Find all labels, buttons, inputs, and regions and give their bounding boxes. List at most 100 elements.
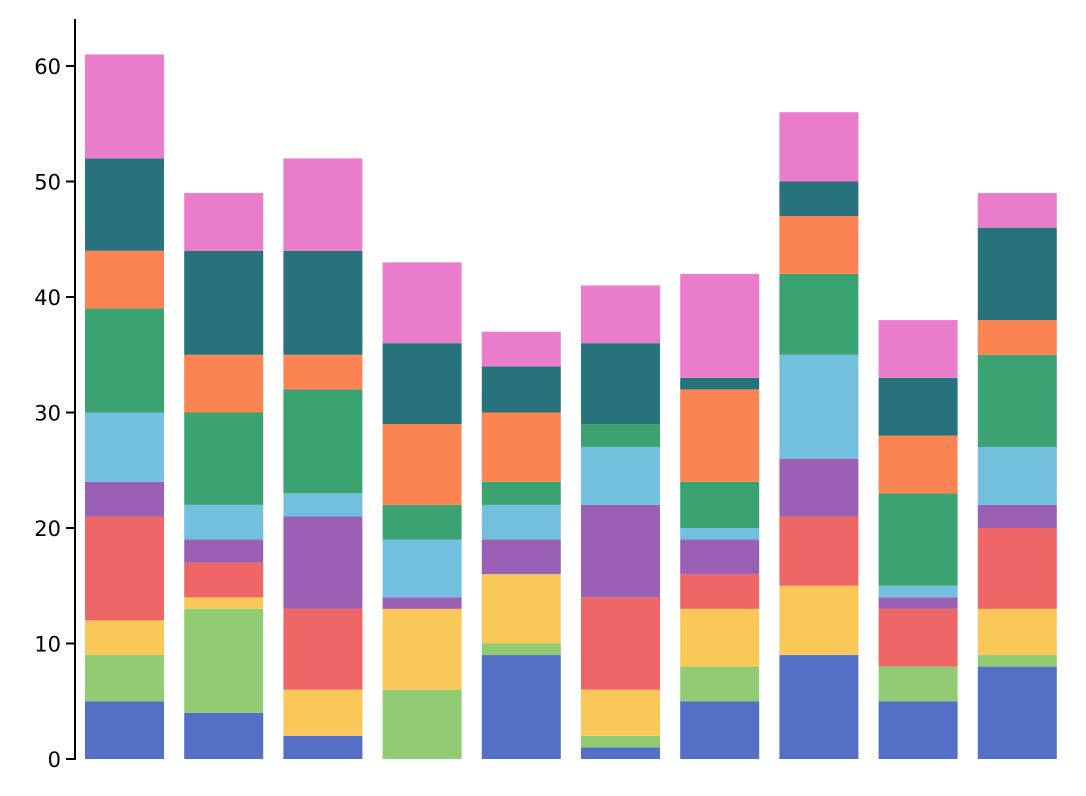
bar-segment-1-series-6 xyxy=(85,412,164,482)
bar-segment-1-series-4 xyxy=(85,516,164,621)
bar-segment-2-series-4 xyxy=(184,562,264,598)
y-tick-label: 50 xyxy=(34,171,61,195)
bar-segment-10-series-4 xyxy=(977,528,1057,609)
bar-segment-1-series-1 xyxy=(85,701,164,759)
bar-segment-4-series-10 xyxy=(382,262,462,344)
bar-segment-4-series-8 xyxy=(382,424,462,505)
bar-segment-7-series-6 xyxy=(680,528,760,540)
bar-segment-2-series-10 xyxy=(184,193,264,251)
bar-segment-10-series-8 xyxy=(977,320,1057,355)
bar-segment-7-series-8 xyxy=(680,389,760,482)
bar-segment-8-series-7 xyxy=(779,273,859,355)
bar-segment-3-series-9 xyxy=(283,250,363,355)
bar-segment-1-series-9 xyxy=(85,158,164,251)
bar-segment-9-series-1 xyxy=(878,701,958,759)
bar-segment-10-series-10 xyxy=(977,193,1057,228)
bar-segment-1-series-7 xyxy=(85,308,164,413)
bar-segment-4-series-3 xyxy=(382,608,462,690)
bar-segment-8-series-1 xyxy=(779,655,859,759)
bar-segment-9-series-7 xyxy=(878,493,958,586)
bar-segment-9-series-9 xyxy=(878,377,958,436)
bar-segment-8-series-10 xyxy=(779,112,859,182)
bar-segment-7-series-5 xyxy=(680,539,760,575)
bar-segment-3-series-4 xyxy=(283,608,363,690)
bar-segment-7-series-2 xyxy=(680,666,760,702)
bar-segment-6-series-2 xyxy=(581,735,660,748)
bar-segment-5-series-1 xyxy=(481,655,561,759)
y-tick-label: 60 xyxy=(34,55,61,79)
bar-segment-6-series-9 xyxy=(581,343,660,425)
bar-segment-5-series-3 xyxy=(481,574,561,644)
bar-segment-2-series-1 xyxy=(184,712,264,759)
bar-segment-7-series-7 xyxy=(680,481,760,528)
bar-segment-2-series-6 xyxy=(184,504,264,540)
bar-segment-2-series-3 xyxy=(184,597,264,609)
bar-segment-7-series-3 xyxy=(680,608,760,667)
bar-segment-3-series-5 xyxy=(283,516,363,609)
bar-segment-10-series-1 xyxy=(977,666,1057,759)
bar-segment-7-series-9 xyxy=(680,377,760,390)
bar-segment-6-series-4 xyxy=(581,597,660,690)
bar-segment-5-series-5 xyxy=(481,539,561,575)
bar-segment-5-series-7 xyxy=(481,481,561,505)
y-tick-label: 40 xyxy=(34,286,61,310)
bar-segment-9-series-6 xyxy=(878,585,958,598)
bar-segment-3-series-6 xyxy=(283,493,363,517)
bar-segment-1-series-2 xyxy=(85,655,164,702)
bar-segment-9-series-5 xyxy=(878,597,958,609)
y-tick-label: 0 xyxy=(48,748,61,772)
bar-segment-7-series-4 xyxy=(680,574,760,609)
bar-segment-3-series-10 xyxy=(283,158,363,251)
bar-segment-6-series-10 xyxy=(581,285,660,344)
y-tick-label: 30 xyxy=(34,402,61,426)
bar-segment-10-series-2 xyxy=(977,655,1057,667)
bar-segment-6-series-5 xyxy=(581,504,660,598)
bar-segment-2-series-2 xyxy=(184,608,264,713)
bar-segment-9-series-8 xyxy=(878,435,958,494)
y-tick-label: 20 xyxy=(34,517,61,541)
bar-segment-8-series-6 xyxy=(779,354,859,459)
bars-layer xyxy=(85,54,1057,759)
bar-segment-2-series-5 xyxy=(184,539,264,563)
bar-segment-5-series-8 xyxy=(481,412,561,482)
y-axis-ticks: 0 10 20 30 40 50 60 xyxy=(34,55,75,772)
bar-segment-4-series-2 xyxy=(382,689,462,759)
bar-segment-9-series-4 xyxy=(878,608,958,667)
bar-segment-4-series-5 xyxy=(382,597,462,609)
bar-segment-8-series-8 xyxy=(779,216,859,274)
bar-segment-5-series-10 xyxy=(481,331,561,367)
bar-segment-10-series-6 xyxy=(977,447,1057,505)
bar-segment-8-series-5 xyxy=(779,458,859,517)
bar-segment-3-series-7 xyxy=(283,389,363,494)
bar-segment-1-series-5 xyxy=(85,481,164,517)
bar-segment-6-series-7 xyxy=(581,424,660,448)
bar-segment-4-series-7 xyxy=(382,504,462,540)
bar-segment-4-series-6 xyxy=(382,539,462,598)
bar-segment-5-series-6 xyxy=(481,504,561,540)
bar-segment-10-series-3 xyxy=(977,608,1057,656)
bar-segment-3-series-8 xyxy=(283,354,363,390)
bar-segment-10-series-7 xyxy=(977,354,1057,448)
bar-segment-8-series-3 xyxy=(779,585,859,656)
bar-segment-2-series-9 xyxy=(184,250,264,355)
bar-segment-3-series-1 xyxy=(283,735,363,759)
bar-segment-7-series-10 xyxy=(680,273,760,378)
bar-segment-3-series-3 xyxy=(283,689,363,736)
bar-segment-1-series-8 xyxy=(85,250,164,309)
bar-segment-1-series-10 xyxy=(85,54,164,159)
bar-segment-2-series-8 xyxy=(184,354,264,413)
bar-segment-10-series-9 xyxy=(977,227,1057,321)
bar-segment-6-series-3 xyxy=(581,689,660,736)
bar-segment-4-series-9 xyxy=(382,343,462,425)
bar-segment-7-series-1 xyxy=(680,701,760,759)
bar-segment-5-series-9 xyxy=(481,366,561,413)
y-tick-label: 10 xyxy=(34,633,61,657)
bar-segment-6-series-1 xyxy=(581,747,660,759)
bar-segment-2-series-7 xyxy=(184,412,264,505)
bar-segment-8-series-9 xyxy=(779,181,859,217)
bar-segment-8-series-4 xyxy=(779,516,859,586)
bar-segment-9-series-2 xyxy=(878,666,958,702)
bar-segment-10-series-5 xyxy=(977,504,1057,528)
bar-segment-1-series-3 xyxy=(85,620,164,656)
